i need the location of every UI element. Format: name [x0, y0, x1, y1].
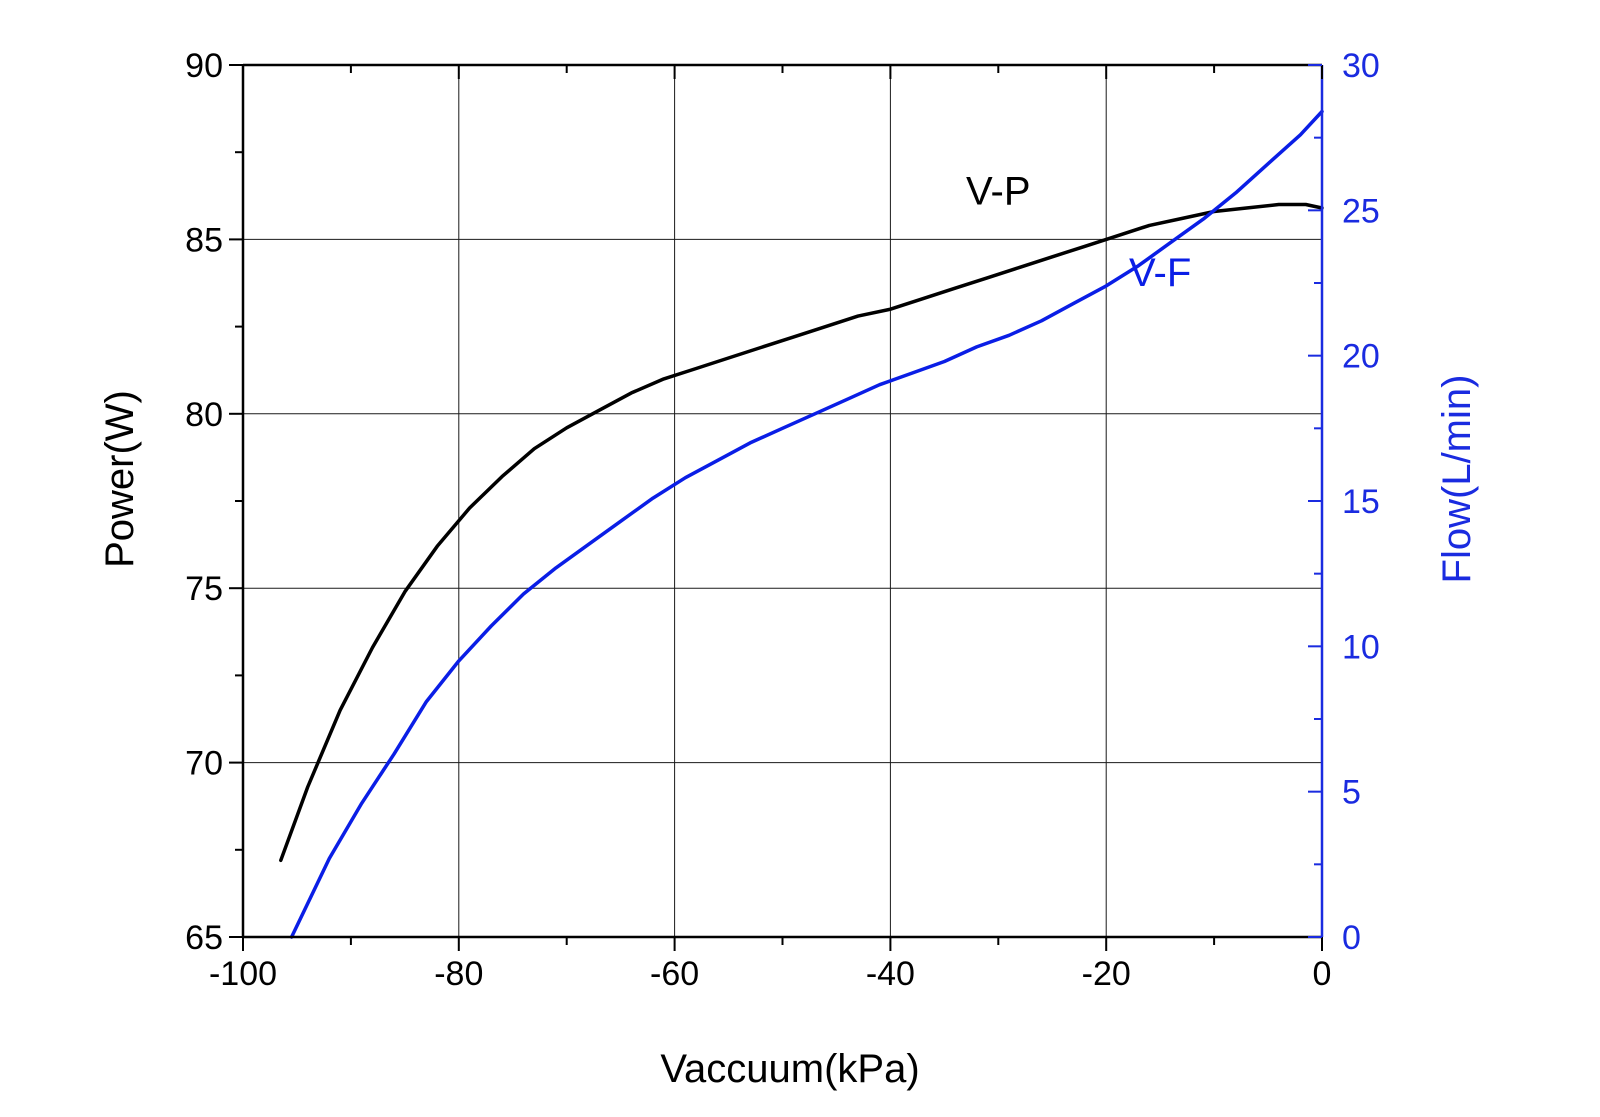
- y-axis-left-title: Power(W): [98, 390, 142, 568]
- annotations: V-P V-F: [966, 170, 1191, 295]
- y-right-tick-label: 0: [1342, 919, 1361, 957]
- series-label-v-p: V-P: [966, 170, 1030, 214]
- y-left-tick-label: 70: [185, 745, 223, 783]
- x-tick-label: -100: [209, 955, 277, 993]
- series-lines: [279, 109, 1324, 939]
- grid-lines: [243, 65, 1322, 937]
- y-left-tick-label: 75: [185, 570, 223, 608]
- y-axis-right-title: Flow(L/min): [1435, 375, 1479, 584]
- x-tick-label: 0: [1313, 955, 1332, 993]
- series-line-v-p: [279, 202, 1324, 863]
- x-tick-label: -20: [1082, 955, 1131, 993]
- series-label-v-f: V-F: [1129, 251, 1191, 295]
- y-left-tick-label: 90: [185, 47, 223, 85]
- x-tick-label: -80: [434, 955, 483, 993]
- y-right-tick-label: 10: [1342, 628, 1380, 666]
- y-right-tick-label: 15: [1342, 483, 1380, 521]
- y-right-tick-label: 25: [1342, 192, 1380, 230]
- axes: [229, 63, 1324, 951]
- y-left-tick-label: 85: [185, 221, 223, 259]
- y-right-tick-label: 5: [1342, 774, 1361, 812]
- y-right-tick-label: 20: [1342, 338, 1380, 376]
- series-line-v-f: [289, 109, 1324, 939]
- x-tick-label: -40: [866, 955, 915, 993]
- y-left-tick-label: 65: [185, 919, 223, 957]
- x-tick-label: -60: [650, 955, 699, 993]
- x-axis-title: Vaccuum(kPa): [660, 1047, 919, 1091]
- y-left-tick-label: 80: [185, 396, 223, 434]
- tick-labels: -100 -80 -60 -40 -20 0 65 70 75 80 85 90 0 5 10 15 20 25 3…: [185, 47, 1380, 993]
- y-right-tick-label: 30: [1342, 47, 1380, 85]
